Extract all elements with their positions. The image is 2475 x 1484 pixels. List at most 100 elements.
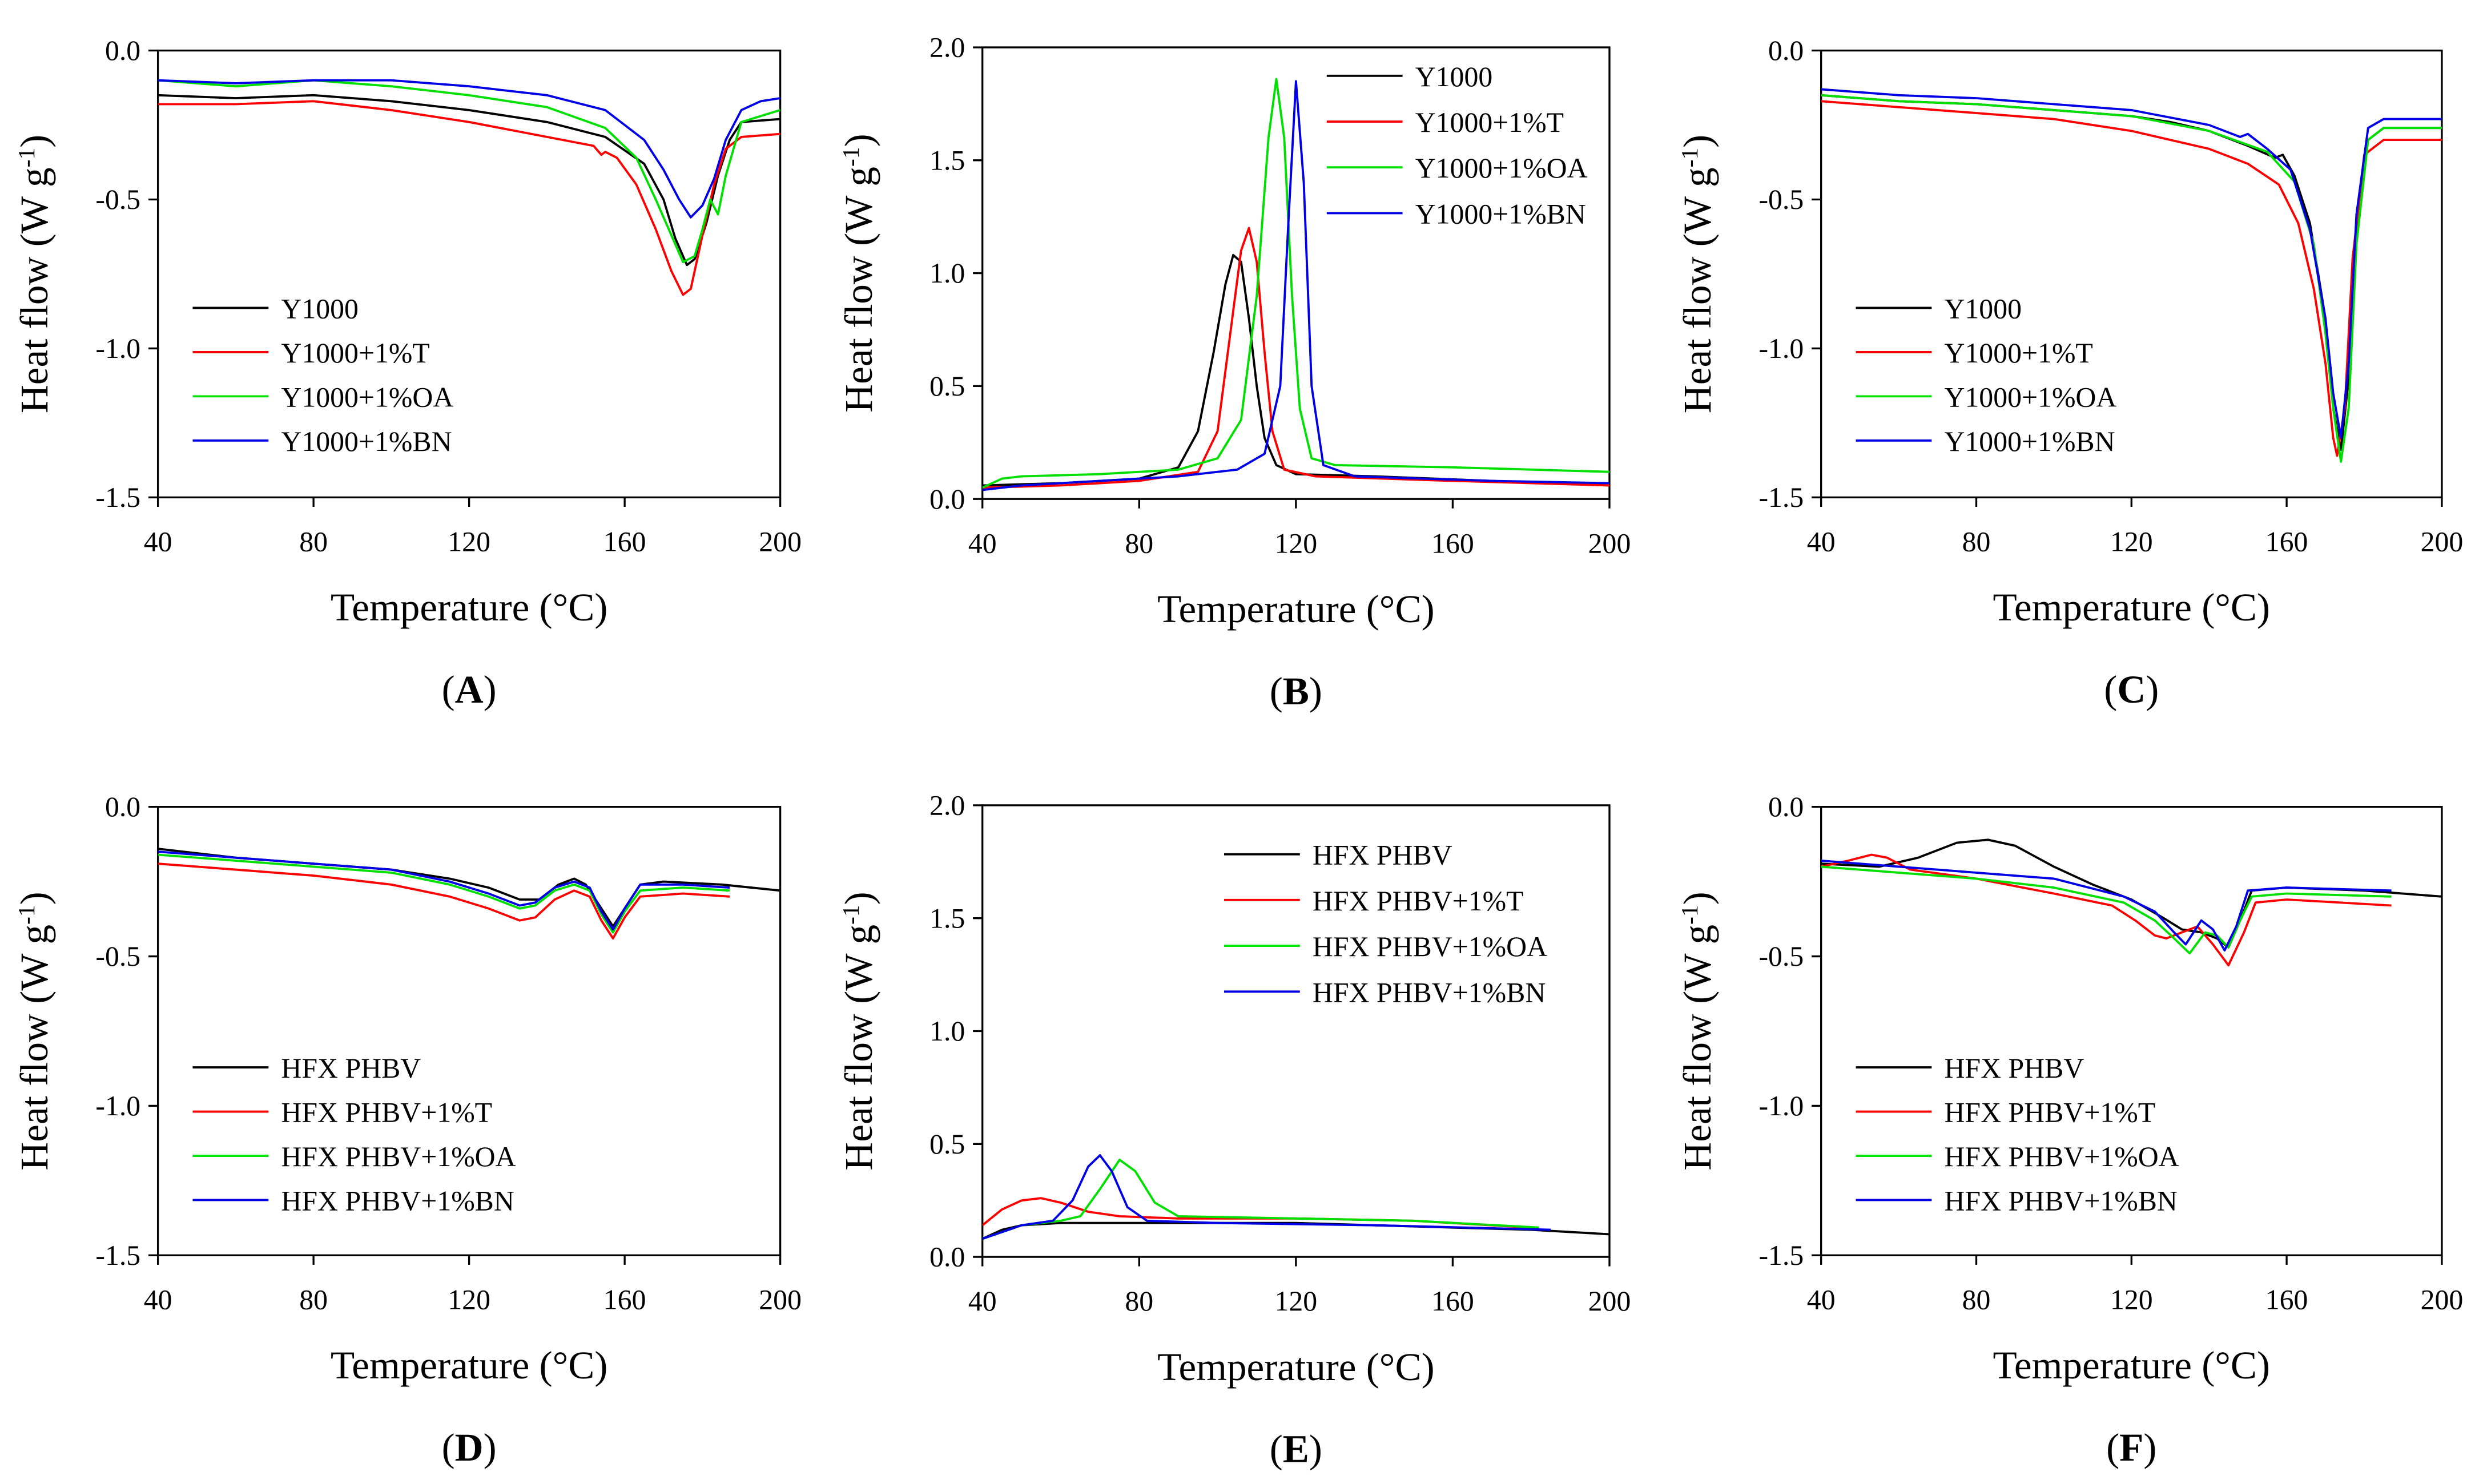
x-tick-label: 80	[299, 1284, 328, 1315]
legend: Y1000 Y1000+1%T Y1000+1%OA Y1000+1%BN	[192, 293, 453, 457]
legend-label: HFX PHBV+1%T	[281, 1097, 492, 1128]
x-tick-label: 120	[448, 1284, 490, 1315]
x-tick-label: 80	[299, 526, 328, 557]
x-tick-label: 80	[1962, 526, 1991, 557]
legend-label: HFX PHBV	[1944, 1052, 2084, 1084]
x-tick-label: 80	[1125, 1285, 1153, 1317]
panel-label: (D)	[442, 1425, 497, 1469]
panel-label: (B)	[1270, 669, 1322, 713]
legend-label: HFX PHBV+1%BN	[1313, 977, 1546, 1008]
panel-d: 40 80 120 160 200 0.0 -0.5 -1.0 -1.5 Temperature …	[12, 791, 802, 1469]
series-line-y1000-1-t	[158, 100, 780, 296]
y-axis-label: Heat flow (W g-1)	[1675, 892, 1719, 1170]
y-axis-label: Heat flow (W g-1)	[12, 892, 56, 1170]
legend-label: Y1000+1%T	[281, 337, 429, 369]
x-axis-label: Temperature (°C)	[1993, 585, 2271, 629]
y-tick-label: 1.0	[929, 257, 965, 289]
x-axis-label: Temperature (°C)	[1157, 1345, 1435, 1389]
x-tick-label: 200	[1588, 1285, 1631, 1317]
x-tick-label: 200	[1588, 527, 1631, 559]
x-tick-label: 120	[2110, 1284, 2153, 1315]
x-axis-label: Temperature (°C)	[331, 1343, 608, 1387]
y-tick-label: 1.5	[929, 144, 965, 176]
legend: HFX PHBV HFX PHBV+1%T HFX PHBV+1%OA HFX PHB…	[192, 1052, 516, 1216]
y-tick-label: -1.0	[1758, 333, 1804, 364]
y-tick-label: -1.0	[95, 333, 140, 364]
y-axis-label: Heat flow (W g-1)	[12, 135, 56, 413]
series-line-y1000-1-bn	[158, 79, 780, 219]
y-tick-label: 0.5	[929, 1128, 965, 1160]
series-line-hfx-phbv-1-t	[1821, 853, 2392, 967]
x-tick-label: 40	[1807, 526, 1836, 557]
x-tick-label: 200	[759, 1284, 802, 1315]
y-tick-label: 2.0	[929, 32, 965, 63]
series-line-hfx-phbv-1-bn	[1821, 859, 2392, 952]
x-tick-label: 120	[1275, 1285, 1318, 1317]
series-line-y1000-1-bn	[1821, 88, 2442, 439]
panel-label: (A)	[442, 667, 497, 711]
y-axis-label: Heat flow (W g-1)	[836, 134, 880, 412]
legend: HFX PHBV HFX PHBV+1%T HFX PHBV+1%OA HFX PHB…	[1856, 1052, 2179, 1216]
legend-label: HFX PHBV+1%BN	[1944, 1185, 2177, 1216]
x-tick-label: 200	[2421, 526, 2464, 557]
series-line-y1000	[158, 94, 780, 267]
y-tick-label: 2.0	[929, 789, 965, 821]
series-line-hfx-phbv-1-t	[158, 862, 730, 940]
y-tick-label: 0.0	[1768, 35, 1804, 66]
y-tick-label: 0.0	[929, 1241, 965, 1273]
y-axis-label: Heat flow (W g-1)	[1675, 135, 1719, 413]
x-axis-label: Temperature (°C)	[331, 585, 608, 629]
legend-label: Y1000+1%OA	[1944, 381, 2116, 413]
legend-label: HFX PHBV+1%BN	[281, 1185, 514, 1216]
series-line-hfx-phbv-1-oa	[982, 1159, 1539, 1240]
legend: HFX PHBV HFX PHBV+1%T HFX PHBV+1%OA HFX PHB…	[1224, 840, 1547, 1008]
y-tick-label: -0.5	[1758, 941, 1804, 972]
x-tick-label: 200	[2421, 1284, 2464, 1315]
x-tick-label: 40	[144, 526, 172, 557]
y-tick-label: -1.0	[1758, 1090, 1804, 1122]
x-tick-label: 40	[1807, 1284, 1836, 1315]
legend-label: Y1000+1%BN	[1944, 426, 2115, 457]
y-tick-label: 1.0	[929, 1015, 965, 1047]
y-tick-label: -1.5	[1758, 482, 1804, 513]
y-tick-label: 0.0	[1768, 791, 1804, 822]
x-tick-label: 160	[603, 1284, 646, 1315]
y-axis-label: Heat flow (W g-1)	[836, 892, 880, 1170]
legend-label: HFX PHBV+1%T	[1944, 1097, 2155, 1128]
y-tick-label: 1.5	[929, 902, 965, 934]
legend: Y1000 Y1000+1%T Y1000+1%OA Y1000+1%BN	[1856, 293, 2116, 457]
plot-frame	[156, 49, 782, 499]
legend-label: HFX PHBV	[1313, 840, 1452, 871]
legend-label: HFX PHBV+1%OA	[281, 1141, 516, 1172]
plot-frame	[1820, 49, 2443, 499]
y-tick-label: 0.0	[105, 791, 140, 822]
x-tick-label: 40	[968, 1285, 997, 1317]
panel-f: 40 80 120 160 200 0.0 -0.5 -1.0 -1.5 Temperature …	[1675, 791, 2463, 1469]
y-tick-label: -1.5	[95, 1240, 140, 1271]
legend-label: HFX PHBV+1%OA	[1944, 1141, 2179, 1172]
panel-e: 40 80 120 160 200 0.0 0.5 1.0 1.5 2.0 Temperature …	[836, 789, 1631, 1470]
x-tick-label: 120	[2110, 526, 2153, 557]
x-axis-label: Temperature (°C)	[1993, 1343, 2271, 1387]
y-tick-label: -1.5	[1758, 1240, 1804, 1271]
series-line-hfx-phbv-1-bn	[158, 850, 730, 931]
series-line-y1000-1-oa	[982, 78, 1609, 489]
y-tick-label: 0.0	[929, 483, 965, 515]
y-tick-label: 0.5	[929, 370, 965, 402]
plot-frame	[981, 804, 1611, 1258]
x-tick-label: 160	[603, 526, 646, 557]
panel-c: 40 80 120 160 200 0.0 -0.5 -1.0 -1.5 Temperature …	[1675, 35, 2463, 711]
legend-label: Y1000+1%BN	[281, 426, 452, 457]
series-line-y1000-1-bn	[982, 80, 1609, 491]
legend-label: HFX PHBV	[281, 1052, 421, 1084]
legend-label: Y1000+1%OA	[1415, 152, 1588, 184]
legend-label: HFX PHBV+1%OA	[1313, 931, 1547, 962]
y-tick-label: 0.0	[105, 35, 140, 66]
x-tick-label: 40	[968, 527, 997, 559]
y-tick-label: -0.5	[95, 941, 140, 972]
legend-label: Y1000+1%OA	[281, 381, 453, 413]
x-axis-label: Temperature (°C)	[1157, 587, 1435, 631]
series-line-hfx-phbv-1-bn	[982, 1154, 1551, 1240]
x-tick-label: 120	[448, 526, 490, 557]
